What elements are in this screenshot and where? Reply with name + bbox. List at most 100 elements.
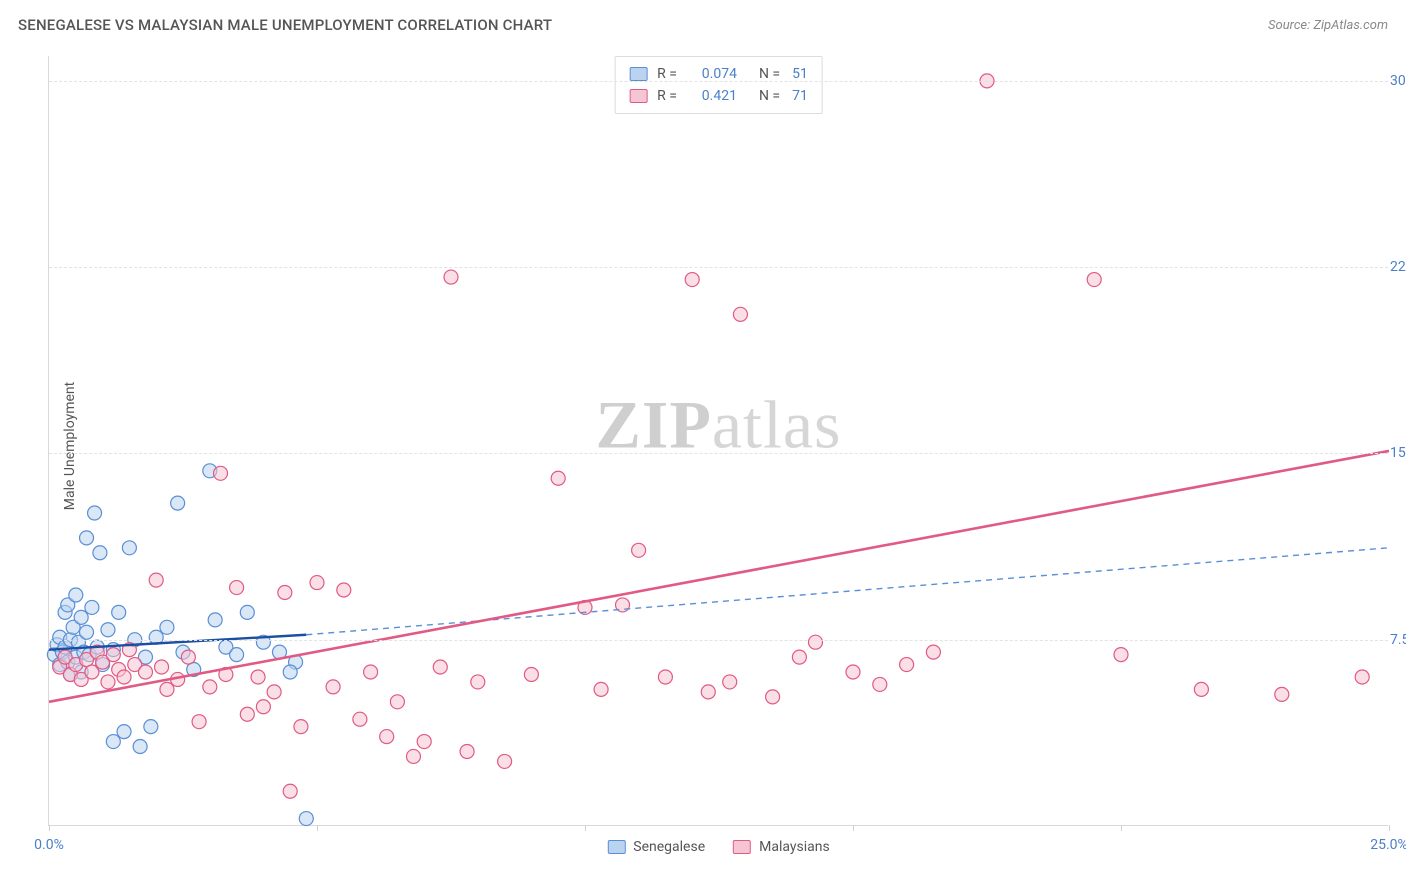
data-point <box>85 665 99 679</box>
data-point <box>283 665 297 679</box>
gridline <box>49 81 1388 82</box>
x-tick-mark <box>1389 825 1390 831</box>
data-point <box>701 685 715 699</box>
swatch-senegalese <box>607 840 625 854</box>
data-point <box>138 665 152 679</box>
data-point <box>106 648 120 662</box>
data-point <box>267 685 281 699</box>
data-point <box>117 725 131 739</box>
data-point <box>353 712 367 726</box>
gridline <box>49 267 1388 268</box>
data-point <box>310 576 324 590</box>
swatch-malaysians <box>733 840 751 854</box>
y-tick-label: 15.0% <box>1390 445 1406 461</box>
data-point <box>133 740 147 754</box>
data-point <box>214 466 228 480</box>
x-tick-label: 25.0% <box>1370 837 1406 853</box>
data-point <box>733 307 747 321</box>
data-point <box>926 645 940 659</box>
x-tick-label: 0.0% <box>34 837 64 853</box>
data-point <box>149 573 163 587</box>
data-point <box>846 665 860 679</box>
plot-area: ZIPatlas R = 0.074 N = 51 R = 0.421 N = … <box>48 56 1388 826</box>
data-point <box>1275 687 1289 701</box>
series-legend: Senegalese Malaysians <box>607 839 829 855</box>
data-point <box>112 605 126 619</box>
data-point <box>900 658 914 672</box>
data-point <box>444 270 458 284</box>
data-point <box>460 744 474 758</box>
chart-container: SENEGALESE VS MALAYSIAN MALE UNEMPLOYMEN… <box>0 0 1406 892</box>
data-point <box>74 610 88 624</box>
data-point <box>873 677 887 691</box>
data-point <box>256 700 270 714</box>
data-point <box>299 812 313 826</box>
data-point <box>122 541 136 555</box>
data-point <box>337 583 351 597</box>
data-point <box>364 665 378 679</box>
data-point <box>101 623 115 637</box>
data-point <box>658 670 672 684</box>
data-point <box>88 506 102 520</box>
data-point <box>471 675 485 689</box>
data-point <box>551 471 565 485</box>
data-point <box>723 675 737 689</box>
trend-line <box>49 451 1389 702</box>
data-point <box>80 625 94 639</box>
x-tick-mark <box>853 825 854 831</box>
data-point <box>1087 273 1101 287</box>
x-tick-mark <box>585 825 586 831</box>
data-point <box>106 735 120 749</box>
data-point <box>433 660 447 674</box>
x-tick-mark <box>49 825 50 831</box>
data-point <box>524 667 538 681</box>
data-point <box>93 546 107 560</box>
y-tick-label: 30.0% <box>1390 73 1406 89</box>
data-point <box>417 735 431 749</box>
data-point <box>171 496 185 510</box>
data-point <box>792 650 806 664</box>
data-point <box>240 605 254 619</box>
plot-svg <box>49 56 1388 825</box>
data-point <box>1194 682 1208 696</box>
data-point <box>632 543 646 557</box>
data-point <box>380 730 394 744</box>
data-point <box>69 588 83 602</box>
legend-item-senegalese: Senegalese <box>607 839 705 855</box>
x-tick-mark <box>1121 825 1122 831</box>
data-point <box>144 720 158 734</box>
data-point <box>230 581 244 595</box>
data-point <box>117 670 131 684</box>
data-point <box>192 715 206 729</box>
data-point <box>766 690 780 704</box>
gridline <box>49 453 1388 454</box>
gridline <box>49 640 1388 641</box>
data-point <box>594 682 608 696</box>
data-point <box>203 680 217 694</box>
data-point <box>160 682 174 696</box>
data-point <box>498 754 512 768</box>
data-point <box>101 675 115 689</box>
x-tick-mark <box>317 825 318 831</box>
data-point <box>181 650 195 664</box>
data-point <box>85 600 99 614</box>
data-point <box>283 784 297 798</box>
legend-item-malaysians: Malaysians <box>733 839 830 855</box>
data-point <box>390 695 404 709</box>
data-point <box>294 720 308 734</box>
data-point <box>278 586 292 600</box>
data-point <box>808 635 822 649</box>
data-point <box>1355 670 1369 684</box>
data-point <box>208 613 222 627</box>
data-point <box>1114 648 1128 662</box>
y-tick-label: 22.5% <box>1390 259 1406 275</box>
chart-title: SENEGALESE VS MALAYSIAN MALE UNEMPLOYMEN… <box>18 16 552 34</box>
data-point <box>685 273 699 287</box>
source-attribution: Source: ZipAtlas.com <box>1268 18 1388 33</box>
data-point <box>406 749 420 763</box>
trend-line <box>306 548 1389 635</box>
data-point <box>155 660 169 674</box>
chart-header: SENEGALESE VS MALAYSIAN MALE UNEMPLOYMEN… <box>0 0 1406 40</box>
y-tick-label: 7.5% <box>1390 632 1406 648</box>
data-point <box>80 531 94 545</box>
